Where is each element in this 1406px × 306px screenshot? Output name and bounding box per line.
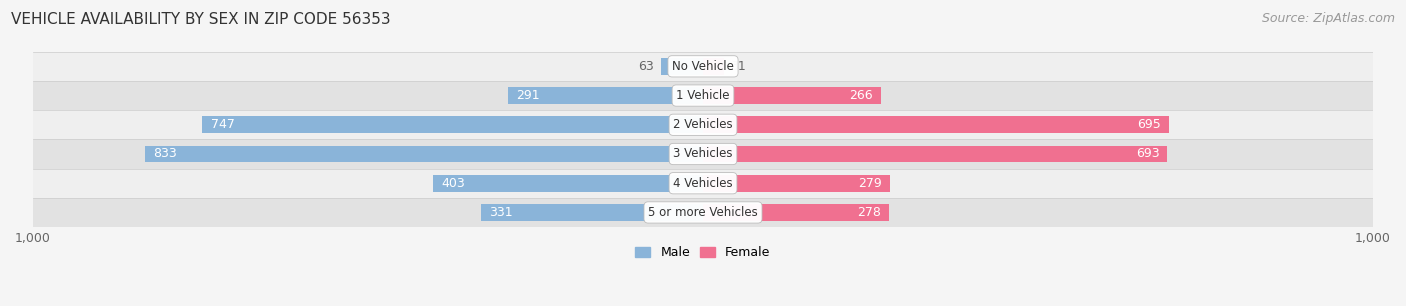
Legend: Male, Female: Male, Female [636, 246, 770, 259]
Bar [433, 175, 703, 192]
Text: 63: 63 [638, 60, 654, 73]
Bar [32, 169, 1374, 198]
Text: 31: 31 [731, 60, 747, 73]
Text: 278: 278 [858, 206, 882, 219]
Bar [661, 58, 703, 75]
Bar [703, 204, 889, 221]
Bar [202, 116, 703, 133]
Bar [32, 198, 1374, 227]
Text: 3 Vehicles: 3 Vehicles [673, 147, 733, 161]
Bar [508, 87, 703, 104]
Bar [32, 140, 1374, 169]
Bar [32, 81, 1374, 110]
Text: 291: 291 [516, 89, 540, 102]
Text: 693: 693 [1136, 147, 1160, 161]
Text: 331: 331 [489, 206, 513, 219]
Text: 2 Vehicles: 2 Vehicles [673, 118, 733, 131]
Text: 747: 747 [211, 118, 235, 131]
Bar [703, 146, 1167, 162]
Text: 833: 833 [153, 147, 177, 161]
Text: 695: 695 [1137, 118, 1160, 131]
Bar [32, 110, 1374, 140]
Bar [145, 146, 703, 162]
Bar [703, 116, 1168, 133]
Bar [703, 175, 890, 192]
Text: VEHICLE AVAILABILITY BY SEX IN ZIP CODE 56353: VEHICLE AVAILABILITY BY SEX IN ZIP CODE … [11, 12, 391, 27]
Text: No Vehicle: No Vehicle [672, 60, 734, 73]
Bar [703, 87, 882, 104]
Bar [481, 204, 703, 221]
Text: 266: 266 [849, 89, 873, 102]
Text: 5 or more Vehicles: 5 or more Vehicles [648, 206, 758, 219]
Text: 279: 279 [858, 177, 882, 190]
Text: 403: 403 [441, 177, 465, 190]
Bar [703, 58, 724, 75]
Bar [32, 52, 1374, 81]
Text: 1 Vehicle: 1 Vehicle [676, 89, 730, 102]
Text: Source: ZipAtlas.com: Source: ZipAtlas.com [1261, 12, 1395, 25]
Text: 4 Vehicles: 4 Vehicles [673, 177, 733, 190]
